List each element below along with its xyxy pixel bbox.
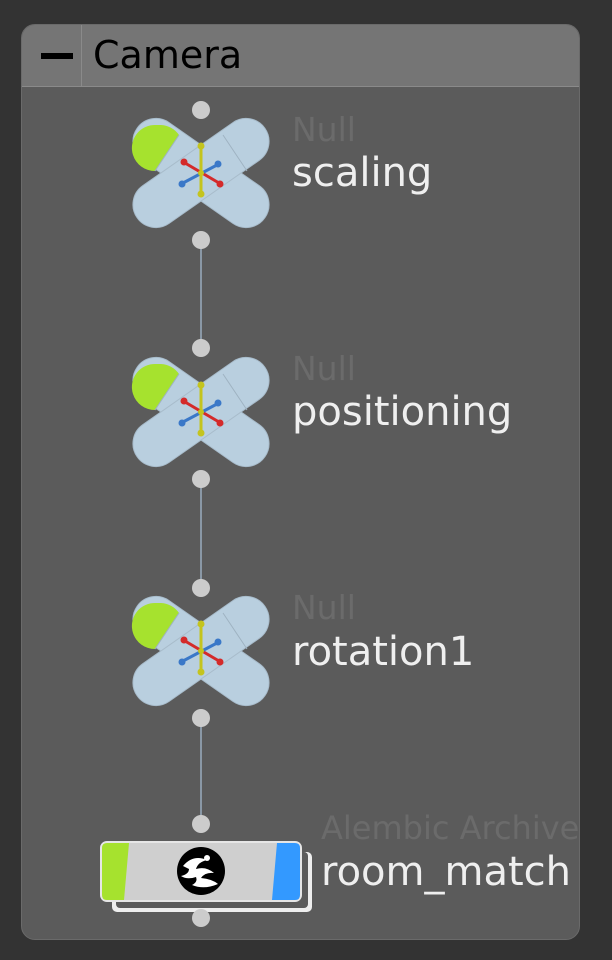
minus-bar [41,53,73,59]
node-positioning[interactable] [129,361,273,464]
node-room-match[interactable] [101,842,301,901]
network-box-title: Camera [93,33,243,77]
positioning-name-label[interactable]: positioning [292,389,513,435]
network-box-camera[interactable]: Camera [21,24,580,940]
room-match-type-label: Alembic Archive [321,809,580,847]
alembic-blue-flag [272,843,300,900]
rotation1-output-connector [192,709,210,727]
room-match-name-label[interactable]: room_match [321,849,571,895]
rotation1-name-label[interactable]: rotation1 [292,629,475,675]
alembic-icon [177,847,225,895]
room-match-output-connector [192,909,210,927]
node-scaling[interactable] [129,122,273,225]
minus-icon[interactable] [22,25,82,86]
scaling-input-connector [192,101,210,119]
positioning-input-connector [192,339,210,357]
room-match-input-connector [192,815,210,833]
rotation1-input-connector [192,579,210,597]
scaling-type-label: Null [292,110,356,149]
scaling-output-connector [192,231,210,249]
scaling-name-label[interactable]: scaling [292,150,433,196]
network-box-header[interactable]: Camera [22,25,579,87]
node-rotation1[interactable] [129,600,273,703]
positioning-type-label: Null [292,349,356,388]
rotation1-type-label: Null [292,588,356,627]
alembic-green-flag [102,843,129,900]
positioning-output-connector [192,470,210,488]
